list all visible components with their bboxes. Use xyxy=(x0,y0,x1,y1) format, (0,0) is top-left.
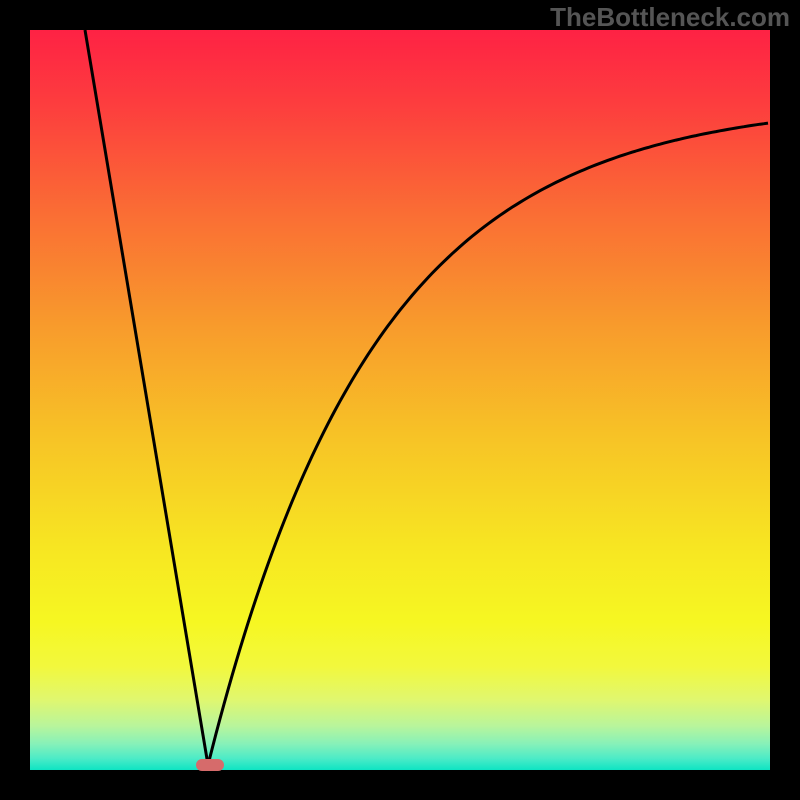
curve-right-segment xyxy=(208,123,768,765)
minimum-marker xyxy=(196,759,224,771)
watermark-text: TheBottleneck.com xyxy=(550,2,790,33)
plot-area xyxy=(30,30,770,770)
curve-layer xyxy=(30,30,770,770)
chart-root: TheBottleneck.com xyxy=(0,0,800,800)
curve-left-segment xyxy=(85,30,208,765)
